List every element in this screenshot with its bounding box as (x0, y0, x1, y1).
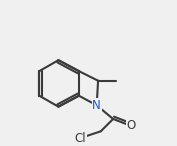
Text: O: O (126, 119, 136, 132)
Text: N: N (92, 99, 101, 112)
Text: Cl: Cl (75, 132, 86, 145)
